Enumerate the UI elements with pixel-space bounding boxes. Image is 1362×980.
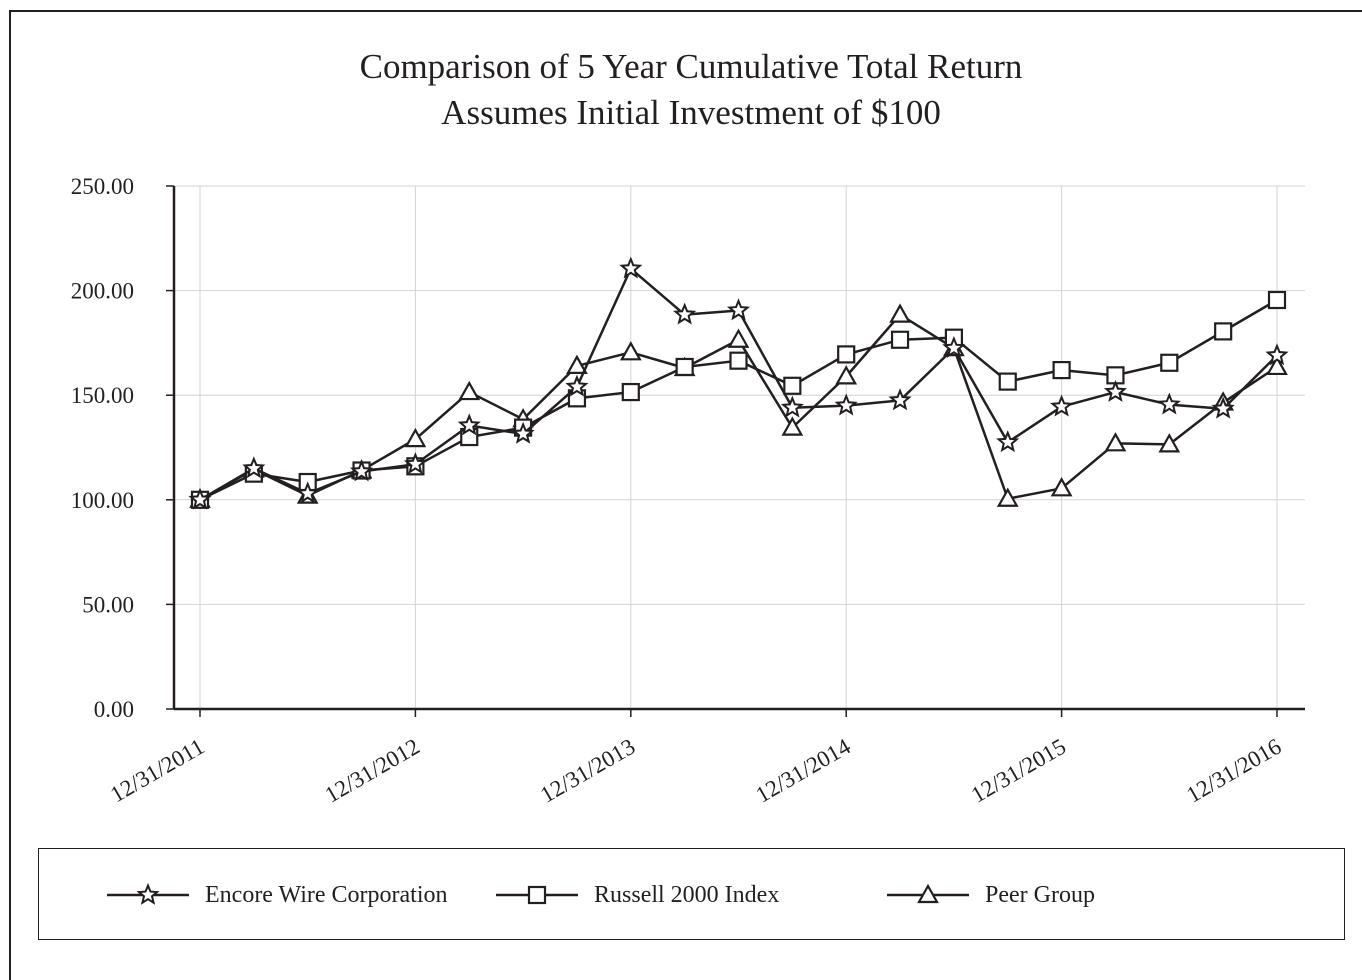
- data-point-square: [890, 330, 910, 349]
- y-tick-label: 50.00: [82, 592, 134, 617]
- data-point-triangle: [996, 487, 1019, 507]
- legend-label-russell: Russell 2000 Index: [594, 881, 780, 908]
- data-point-star: [296, 481, 320, 504]
- data-point-triangle: [1158, 433, 1181, 453]
- data-point-square: [783, 376, 802, 395]
- legend-entry-peer: Peer Group: [887, 849, 1095, 941]
- data-point-square: [1052, 360, 1071, 380]
- triangle-marker-icon: [887, 883, 969, 904]
- legend-entry-encore: Encore Wire Corporation: [107, 849, 448, 941]
- data-point-triangle: [835, 365, 858, 385]
- x-tick-label: 12/31/2012: [321, 734, 424, 808]
- chart-subtitle: Assumes Initial Investment of $100: [441, 93, 941, 132]
- legend-label-encore: Encore Wire Corporation: [205, 881, 448, 908]
- chart-frame: [9, 10, 1362, 980]
- y-tick-label: 200.00: [71, 279, 134, 304]
- series-star: [188, 256, 1289, 510]
- data-point-star: [565, 374, 589, 397]
- y-tick-label: 150.00: [71, 383, 134, 408]
- data-point-star: [1050, 394, 1074, 417]
- data-point-triangle: [619, 341, 642, 361]
- data-point-star: [403, 452, 427, 475]
- data-point-square: [1160, 353, 1179, 372]
- data-point-star: [673, 302, 697, 325]
- data-point-star: [1103, 379, 1128, 402]
- data-point-triangle: [781, 416, 804, 436]
- star-marker-icon: [107, 882, 189, 905]
- x-tick-label: 12/31/2011: [106, 734, 209, 808]
- data-point-triangle: [727, 328, 750, 348]
- data-point-triangle: [1050, 477, 1073, 497]
- legend-label-peer: Peer Group: [985, 881, 1095, 908]
- data-point-star: [834, 393, 858, 416]
- data-point-star: [1157, 392, 1181, 415]
- data-point-square: [621, 382, 640, 402]
- data-point-star: [619, 256, 643, 279]
- y-tick-label: 0.00: [94, 697, 134, 722]
- data-point-square: [729, 351, 748, 370]
- x-tick-label: 12/31/2015: [967, 734, 1070, 808]
- data-point-triangle: [458, 380, 481, 401]
- chart-title: Comparison of 5 Year Cumulative Total Re…: [359, 47, 1023, 86]
- data-point-triangle: [566, 354, 588, 375]
- legend-entry-russell: Russell 2000 Index: [496, 849, 779, 941]
- data-point-star: [349, 459, 374, 482]
- data-point-star: [511, 421, 535, 444]
- data-point-triangle: [1104, 432, 1127, 452]
- data-point-square: [675, 357, 694, 377]
- square-marker-icon: [496, 885, 578, 905]
- data-point-square: [837, 345, 856, 364]
- grid-lines: [174, 185, 1305, 709]
- data-series: [188, 256, 1289, 510]
- data-point-star: [242, 456, 266, 479]
- axes: 0.00 50.00 100.00 150.00 200.00 250.00 12/31/2…: [71, 174, 1305, 808]
- x-tick-label: 12/31/2016: [1182, 734, 1285, 808]
- data-point-star: [1265, 343, 1289, 366]
- y-tick-label: 250.00: [71, 174, 134, 199]
- data-point-square: [1214, 322, 1233, 341]
- data-point-star: [888, 388, 912, 411]
- x-tick-label: 12/31/2013: [536, 734, 639, 808]
- y-tick-label: 100.00: [71, 488, 134, 513]
- data-point-star: [1211, 396, 1235, 419]
- line-chart: 0.00 50.00 100.00 150.00 200.00 250.00 12/31/2…: [71, 174, 1305, 808]
- chart-legend: Encore Wire Corporation Russell 2000 Ind…: [38, 848, 1345, 940]
- data-point-triangle: [404, 427, 427, 448]
- data-point-star: [996, 430, 1020, 453]
- data-point-star: [942, 335, 966, 358]
- data-point-star: [188, 487, 212, 510]
- data-point-star: [726, 298, 751, 321]
- data-point-star: [780, 395, 804, 418]
- data-point-star: [457, 413, 481, 436]
- data-point-square: [998, 372, 1017, 391]
- data-point-triangle: [1266, 355, 1288, 376]
- data-point-square: [1267, 290, 1287, 310]
- data-point-triangle: [889, 303, 911, 323]
- x-tick-label: 12/31/2014: [751, 733, 855, 807]
